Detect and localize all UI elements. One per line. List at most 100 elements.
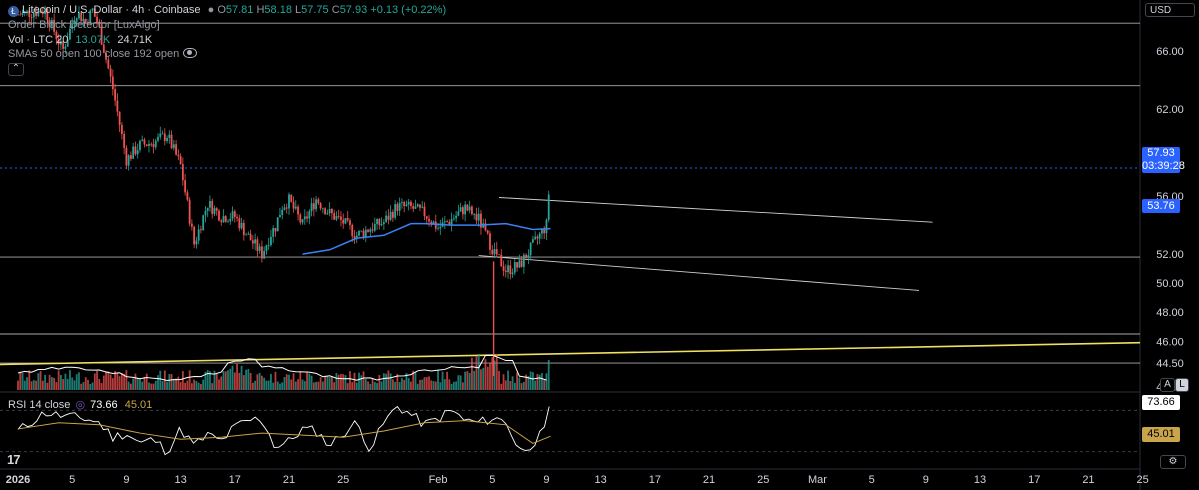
- candle-body: [21, 12, 24, 15]
- candle-body: [193, 226, 196, 245]
- sma-legend[interactable]: SMAs 50 open 100 close 192 open: [8, 48, 198, 60]
- candle-body: [227, 221, 229, 223]
- candle-body: [163, 133, 166, 142]
- volume-bar: [145, 373, 148, 390]
- candle-body: [148, 143, 150, 146]
- currency-select[interactable]: USD: [1145, 3, 1195, 17]
- volume-bar: [414, 372, 417, 390]
- time-tick-label: 21: [703, 474, 715, 486]
- volume-bar: [32, 380, 35, 390]
- candle-body: [279, 214, 281, 218]
- candle-body: [285, 207, 288, 209]
- candle-body: [513, 262, 516, 273]
- candle-body: [55, 31, 58, 40]
- volume-bar: [464, 371, 467, 390]
- settings-button[interactable]: ⚙: [1160, 455, 1186, 469]
- volume-bar: [274, 371, 277, 390]
- time-tick-label: 13: [174, 474, 186, 486]
- volume-bar: [240, 365, 243, 390]
- candle-body: [473, 214, 476, 215]
- candle-body: [391, 211, 394, 218]
- candle-body: [179, 156, 182, 165]
- time-tick-label: 21: [1082, 474, 1094, 486]
- volume-bar: [21, 373, 24, 390]
- volume-bar: [486, 366, 489, 390]
- volume-bar: [177, 376, 180, 390]
- log-scale-button[interactable]: L: [1175, 378, 1189, 392]
- volume-bar: [222, 371, 225, 390]
- volume-bars: [17, 353, 550, 390]
- volume-bar: [522, 381, 525, 390]
- volume-bar: [452, 381, 455, 390]
- candle-body: [220, 220, 223, 223]
- candle-body: [303, 216, 306, 220]
- candle-body: [450, 219, 453, 225]
- candle-body: [536, 236, 539, 239]
- volume-bar: [443, 379, 446, 390]
- indicator-order-block[interactable]: Order Block Detector [LuxAlgo]: [8, 19, 160, 31]
- tradingview-logo[interactable]: 17: [7, 452, 21, 467]
- volume-bar: [242, 375, 245, 390]
- volume-bar: [168, 374, 171, 390]
- candle-body: [480, 213, 482, 228]
- candle-body: [265, 245, 268, 251]
- candle-body: [292, 201, 295, 209]
- channel-upper-line: [498, 197, 933, 223]
- candle-body: [541, 228, 543, 234]
- time-tick-label: 17: [1028, 474, 1040, 486]
- candle-body: [172, 144, 175, 149]
- volume-bar: [432, 381, 435, 390]
- volume-bar: [396, 374, 399, 390]
- volume-bar: [141, 381, 144, 390]
- rsi-legend[interactable]: RSI 14 close ◎ 73.66 45.01: [8, 399, 153, 411]
- volume-bar: [125, 370, 128, 390]
- candle-body: [60, 41, 62, 45]
- collapse-legend-button[interactable]: ⌃: [8, 63, 24, 76]
- candle-body: [263, 250, 266, 259]
- candle-body: [401, 202, 403, 203]
- candle-body: [89, 10, 92, 24]
- volume-bar: [62, 378, 65, 390]
- candle-body: [428, 218, 430, 222]
- volume-bar: [308, 373, 311, 390]
- time-tick-label: 9: [123, 474, 129, 486]
- candle-body: [75, 18, 78, 22]
- candle-body: [123, 134, 126, 148]
- volume-bar: [382, 373, 385, 390]
- volume-legend[interactable]: Vol · LTC 20 13.07K 24.71K: [8, 34, 153, 46]
- candle-body: [527, 255, 530, 259]
- candle-body: [64, 46, 67, 49]
- candle-body: [19, 14, 22, 16]
- volume-bar: [118, 376, 121, 390]
- volume-bar: [482, 367, 485, 390]
- auto-scale-button[interactable]: A: [1160, 378, 1175, 392]
- candle-body: [50, 19, 53, 27]
- volume-bar: [504, 380, 507, 390]
- time-tick-label: 9: [543, 474, 549, 486]
- volume-bar: [200, 383, 202, 390]
- candle-body: [349, 220, 351, 225]
- candle-body: [385, 215, 388, 223]
- volume-bar: [509, 380, 512, 390]
- candle-body: [378, 218, 381, 226]
- candle-body: [195, 240, 198, 245]
- price-tick-label: 62.00: [1156, 104, 1184, 116]
- candle-body: [432, 221, 435, 225]
- price-tick-label: 46.00: [1156, 336, 1184, 348]
- volume-bar: [17, 380, 19, 390]
- volume-bar: [299, 371, 302, 390]
- price-tick-label: 44.50: [1156, 358, 1184, 370]
- candle-body: [364, 229, 367, 237]
- eye-icon[interactable]: [183, 48, 198, 58]
- candle-body: [398, 202, 401, 211]
- candle-body: [48, 20, 51, 27]
- volume-bar: [425, 377, 428, 390]
- candle-body: [380, 224, 383, 226]
- volume-bar: [64, 373, 67, 390]
- candle-body: [376, 218, 378, 225]
- volume-bar: [457, 375, 460, 390]
- candle-body: [190, 223, 193, 227]
- volume-bar: [434, 381, 437, 390]
- volume-bar: [82, 381, 85, 390]
